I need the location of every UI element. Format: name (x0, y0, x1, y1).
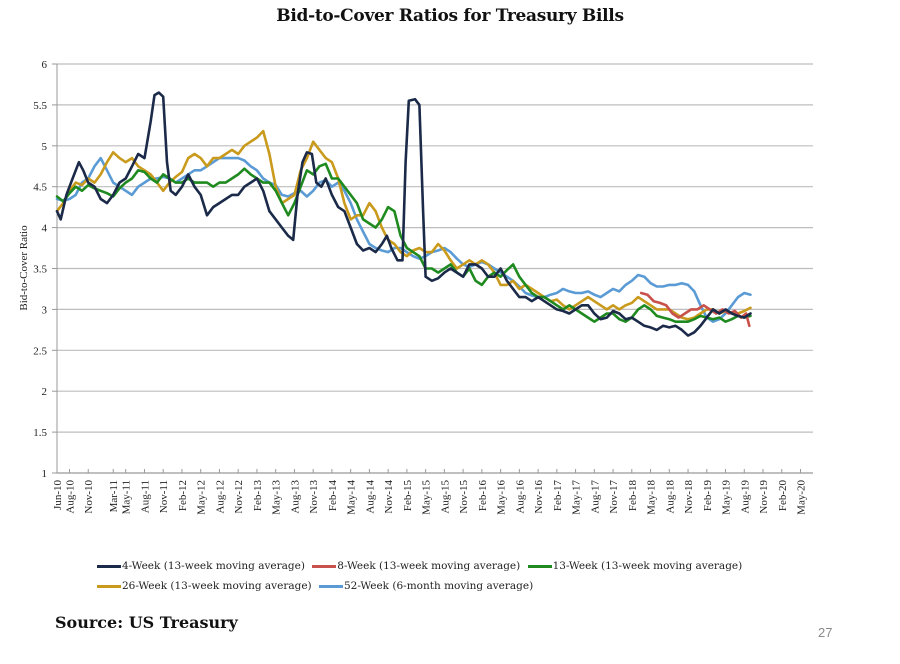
y-tick-labels: 1 1.5 2 2.5 3 3.5 4 4.5 5 5.5 6 (33, 59, 47, 480)
x-tick-labels: Jun-10 Aug-10 Nov-10 Mar-11 May-11 Aug-11 Nov-… (52, 480, 808, 515)
x-tick-label: Nov-18 (683, 480, 695, 514)
legend-item-13-week: 13-Week (13-week moving average) (527, 557, 743, 576)
y-tick-label: 5.5 (33, 100, 47, 112)
axes (56, 64, 813, 474)
x-tick-label: Aug-12 (214, 480, 226, 514)
series-line-8-week (639, 291, 751, 328)
x-tick-label: Feb-19 (702, 480, 714, 512)
x-tick-label: Nov-14 (383, 480, 395, 514)
page-number: 27 (818, 625, 833, 640)
x-tick-label: May-18 (646, 480, 658, 515)
x-tick-label: Jun-10 (52, 480, 64, 510)
x-tick-label: May-13 (271, 480, 283, 515)
chart-legend: 4-Week (13-week moving average) 8-Week (… (97, 556, 817, 596)
y-tick-label: 2.5 (33, 345, 47, 357)
x-tick-label: May-12 (196, 480, 208, 515)
x-tick-label: Nov-16 (533, 480, 545, 514)
x-tick-label: May-14 (346, 480, 358, 515)
x-tick-label: Feb-14 (327, 480, 339, 512)
x-tick-label: Nov-19 (758, 480, 770, 514)
x-tick-label: Aug-16 (514, 480, 526, 514)
x-tick-label: May-17 (571, 480, 583, 515)
legend-item-4-week: 4-Week (13-week moving average) (97, 557, 305, 576)
x-tick-label: May-11 (121, 480, 133, 514)
x-tick-label: Aug-11 (139, 480, 151, 513)
legend-row-1: 4-Week (13-week moving average) 8-Week (… (97, 556, 817, 576)
x-tick-label: Aug-13 (289, 480, 301, 514)
legend-item-8-week: 8-Week (13-week moving average) (312, 557, 520, 576)
legend-swatch-8-week (312, 565, 337, 568)
y-tick-label: 1 (42, 468, 48, 480)
x-tick-label: Aug-18 (664, 480, 676, 514)
series-line-4-week (55, 91, 752, 337)
x-tick-label: Aug-10 (64, 480, 76, 514)
source-note: Source: US Treasury (55, 613, 238, 632)
x-tick-label: Nov-13 (308, 480, 320, 514)
legend-row-2: 26-Week (13-week moving average) 52-Week… (97, 576, 817, 596)
legend-swatch-13-week (527, 565, 552, 568)
y-tick-label: 4.5 (33, 182, 47, 194)
x-tick-label: Nov-10 (83, 480, 95, 514)
x-tick-label: Nov-15 (458, 480, 470, 514)
chart-title: Bid-to-Cover Ratios for Treasury Bills (276, 6, 624, 26)
legend-label: 4-Week (13-week moving average) (122, 560, 305, 572)
x-tick-label: Feb-16 (477, 480, 489, 512)
x-tick-label: Aug-14 (364, 480, 376, 514)
y-tick-label: 6 (42, 59, 48, 71)
y-tick-label: 4 (42, 223, 48, 235)
legend-label: 13-Week (13-week moving average) (552, 560, 743, 572)
legend-item-26-week: 26-Week (13-week moving average) (97, 577, 312, 596)
x-tick-label: Feb-12 (177, 480, 189, 511)
x-tick-label: Aug-17 (589, 480, 601, 514)
x-tick-label: May-20 (796, 480, 808, 515)
x-tick-label: Nov-11 (158, 480, 170, 513)
legend-label: 26-Week (13-week moving average) (122, 580, 312, 592)
legend-swatch-4-week (97, 565, 121, 568)
y-tick-label: 3.5 (33, 264, 47, 276)
x-tick-label: May-15 (421, 480, 433, 515)
legend-label: 52-Week (6-month moving average) (343, 580, 534, 592)
y-tick-label: 5 (42, 141, 48, 153)
legend-item-52-week: 52-Week (6-month moving average) (318, 577, 534, 596)
x-tick-label: May-19 (721, 480, 733, 515)
legend-swatch-52-week (318, 585, 343, 588)
x-tick-label: May-16 (496, 480, 508, 515)
y-axis-label: Bid-to-Cover Ratio (18, 225, 30, 311)
x-tick-label: Nov-17 (608, 480, 620, 514)
x-tick-label: Feb-18 (627, 480, 639, 512)
legend-swatch-26-week (97, 585, 121, 588)
chart-plot: 1 1.5 2 2.5 3 3.5 4 4.5 5 5.5 6 Jun-10 Aug-10 Nov-10… (18, 59, 813, 515)
series-lines (55, 91, 752, 337)
x-tick-label: Feb-17 (552, 480, 564, 512)
legend-label: 8-Week (13-week moving average) (337, 560, 521, 572)
y-tick-label: 1.5 (33, 427, 47, 439)
x-tick-label: Aug-19 (739, 480, 751, 514)
x-tick-label: Nov-12 (233, 480, 245, 514)
x-tick-label: Aug-15 (439, 480, 451, 514)
x-tick-label: Feb-20 (777, 480, 789, 512)
x-tick-label: Mar-11 (108, 480, 120, 512)
y-tick-label: 3 (42, 304, 48, 316)
x-tick-label: Feb-13 (252, 480, 264, 512)
y-tick-label: 2 (42, 386, 48, 398)
x-tick-label: Feb-15 (402, 480, 414, 512)
